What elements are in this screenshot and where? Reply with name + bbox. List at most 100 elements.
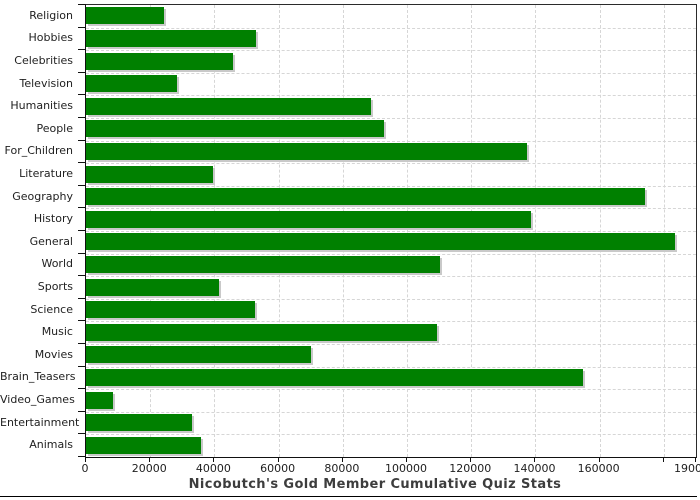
y-axis-tick <box>78 433 86 435</box>
y-gridline <box>86 95 696 97</box>
x-axis-tick-label: 120000 <box>449 462 492 475</box>
y-axis-tick <box>78 4 86 5</box>
x-axis-tick <box>406 457 408 462</box>
y-axis-label: General <box>29 234 73 248</box>
x-axis-tick-label: 140000 <box>513 462 556 475</box>
y-axis-label: For_Children <box>4 144 73 158</box>
y-axis-tick <box>78 49 86 51</box>
y-axis-label: Hobbies <box>28 31 73 45</box>
bar-for_children <box>86 142 528 160</box>
x-axis-tick-label: 20000 <box>131 462 167 475</box>
y-axis-label: World <box>41 257 73 271</box>
y-axis-tick <box>78 252 86 254</box>
y-gridline <box>86 389 696 391</box>
y-axis-tick <box>78 320 86 322</box>
y-gridline <box>86 208 696 210</box>
y-gridline <box>86 298 696 300</box>
bar-geography <box>86 188 645 206</box>
x-axis-tick <box>277 457 279 462</box>
y-gridline <box>86 185 696 187</box>
y-gridline <box>86 72 696 74</box>
y-axis-tick <box>78 456 86 457</box>
bar-general <box>86 233 676 251</box>
y-axis-label: Movies <box>34 347 73 361</box>
y-axis-tick <box>78 388 86 390</box>
y-axis-label: History <box>33 212 73 226</box>
x-axis-end-label: 190000 <box>674 462 700 475</box>
bar-history <box>86 210 531 228</box>
y-gridline <box>86 411 696 413</box>
bar-brain_teasers <box>86 368 584 386</box>
y-axis-label: Brain_Teasers <box>0 370 76 384</box>
x-axis-tick <box>470 457 472 462</box>
y-gridline <box>86 434 696 436</box>
bar-literature <box>86 165 214 183</box>
y-axis-label: Geography <box>12 189 73 203</box>
x-axis-tick <box>213 457 215 462</box>
y-axis-label: Sports <box>37 280 73 293</box>
bar-movies <box>86 346 312 364</box>
y-axis-label: Music <box>41 325 73 339</box>
x-axis-tick-label: 100000 <box>385 462 428 475</box>
bar-video_games <box>86 391 113 409</box>
x-axis-tick <box>534 457 536 462</box>
y-axis-label: Science <box>30 302 73 316</box>
x-axis-tick <box>85 457 86 462</box>
y-axis-tick <box>78 71 86 73</box>
plot-area <box>85 4 697 458</box>
x-axis-tick <box>598 457 600 462</box>
y-gridline <box>86 321 696 323</box>
x-axis-tick-label: 160000 <box>577 462 620 475</box>
bottom-divider <box>0 496 697 497</box>
y-axis-label: Celebrities <box>14 54 73 67</box>
y-axis-label: Religion <box>29 8 73 22</box>
bar-religion <box>86 7 165 25</box>
bar-world <box>86 255 440 273</box>
y-axis-tick <box>78 410 86 412</box>
y-axis-tick <box>78 207 86 209</box>
y-axis-tick <box>78 343 86 344</box>
bar-animals <box>86 436 201 454</box>
x-axis-tick <box>341 457 343 462</box>
y-gridline <box>86 253 696 255</box>
y-axis-label: Video_Games <box>0 393 75 406</box>
x-axis-tick-label: 60000 <box>260 462 296 475</box>
y-axis-tick <box>78 275 86 277</box>
y-axis-tick <box>78 365 86 367</box>
bar-celebrities <box>86 52 234 70</box>
bar-music <box>86 323 437 341</box>
y-axis-tick <box>78 230 86 231</box>
y-axis-tick <box>78 26 86 28</box>
y-gridline <box>86 50 696 52</box>
x-axis-tick <box>149 457 151 462</box>
bar-hobbies <box>86 29 257 47</box>
y-gridline <box>86 276 696 278</box>
y-gridline <box>86 344 696 345</box>
y-axis-tick <box>78 117 86 118</box>
y-axis-label: Television <box>19 76 74 90</box>
bar-television <box>86 75 177 93</box>
chart-title: Nicobutch's Gold Member Cumulative Quiz … <box>188 477 562 492</box>
y-axis-tick <box>78 184 86 186</box>
x-axis-tick-label: 0 <box>81 462 89 475</box>
y-axis-tick <box>78 139 86 141</box>
y-gridline <box>86 140 696 142</box>
bar-people <box>86 120 385 138</box>
y-gridline <box>86 27 696 29</box>
y-axis-tick <box>78 162 86 164</box>
y-axis-label: Entertainment <box>0 415 80 429</box>
y-axis-tick <box>78 297 86 299</box>
bar-science <box>86 301 255 319</box>
y-axis-label: People <box>36 121 73 135</box>
x-axis-tick-label: 40000 <box>195 462 231 475</box>
y-gridline <box>86 231 696 232</box>
y-axis-tick <box>78 94 86 96</box>
bar-humanities <box>86 97 371 115</box>
bar-sports <box>86 278 219 296</box>
y-axis-label: Humanities <box>10 99 73 113</box>
y-axis-label: Literature <box>19 167 73 180</box>
y-gridline <box>86 366 696 368</box>
x-axis-tick-label: 80000 <box>324 462 360 475</box>
y-gridline <box>86 118 696 119</box>
